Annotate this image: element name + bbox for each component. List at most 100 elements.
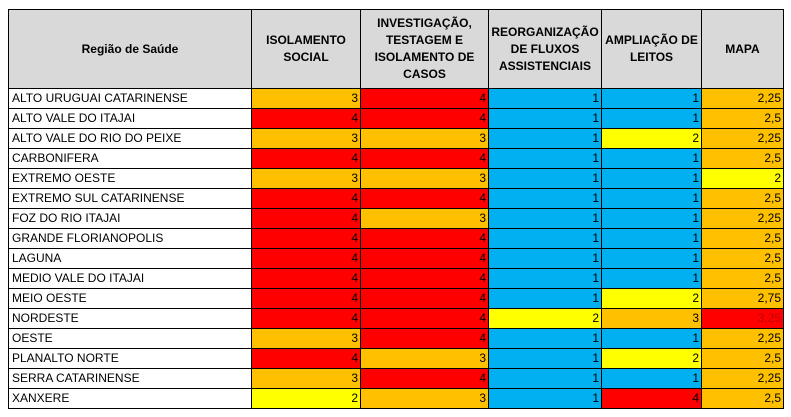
table-row: CARBONIFERA 4 4 1 1 2,5 (8, 148, 784, 169)
cell-investigacao: 4 (360, 328, 489, 349)
cell-reorganizacao: 1 (488, 388, 602, 409)
cell-investigacao: 3 (360, 168, 489, 189)
cell-reorganizacao: 1 (488, 368, 602, 389)
cell-region: EXTREMO OESTE (8, 168, 252, 189)
table-row: PLANALTO NORTE 4 3 1 2 2,5 (8, 348, 784, 369)
table-row: FOZ DO RIO ITAJAI 4 3 1 1 2,25 (8, 208, 784, 229)
cell-investigacao: 3 (360, 388, 489, 409)
cell-mapa: 2,5 (701, 188, 784, 209)
cell-ampliacao: 3 (601, 308, 702, 329)
table-row: ALTO URUGUAI CATARINENSE 3 4 1 1 2,25 (8, 88, 784, 109)
table-header-row: Região de Saúde ISOLAMENTO SOCIAL INVEST… (8, 9, 784, 89)
cell-region: OESTE (8, 328, 252, 349)
cell-ampliacao: 2 (601, 348, 702, 369)
cell-region: SERRA CATARINENSE (8, 368, 252, 389)
cell-reorganizacao: 1 (488, 148, 602, 169)
cell-mapa: 2,5 (701, 248, 784, 269)
cell-region: MEIO OESTE (8, 288, 252, 309)
cell-ampliacao: 2 (601, 288, 702, 309)
table-row: LAGUNA 4 4 1 1 2,5 (8, 248, 784, 269)
cell-mapa: 2,25 (701, 368, 784, 389)
cell-mapa: 3,25 (701, 308, 784, 329)
cell-reorganizacao: 1 (488, 248, 602, 269)
cell-ampliacao: 1 (601, 268, 702, 289)
cell-investigacao: 4 (360, 248, 489, 269)
cell-mapa: 2,5 (701, 348, 784, 369)
cell-reorganizacao: 1 (488, 168, 602, 189)
cell-mapa: 2,5 (701, 388, 784, 409)
cell-investigacao: 4 (360, 308, 489, 329)
cell-reorganizacao: 1 (488, 268, 602, 289)
cell-mapa: 2,5 (701, 228, 784, 249)
cell-reorganizacao: 1 (488, 88, 602, 109)
cell-investigacao: 4 (360, 288, 489, 309)
cell-reorganizacao: 1 (488, 188, 602, 209)
cell-mapa: 2,75 (701, 288, 784, 309)
cell-reorganizacao: 1 (488, 108, 602, 129)
table-row: MEIO OESTE 4 4 1 2 2,75 (8, 288, 784, 309)
table-row: OESTE 3 4 1 1 2,25 (8, 328, 784, 349)
cell-region: LAGUNA (8, 248, 252, 269)
cell-ampliacao: 1 (601, 228, 702, 249)
cell-ampliacao: 1 (601, 328, 702, 349)
cell-ampliacao: 1 (601, 188, 702, 209)
cell-isolamento: 3 (251, 88, 361, 109)
cell-mapa: 2,5 (701, 108, 784, 129)
cell-isolamento: 3 (251, 368, 361, 389)
header-regiao: Região de Saúde (8, 9, 252, 89)
table-row: GRANDE FLORIANOPOLIS 4 4 1 1 2,5 (8, 228, 784, 249)
cell-region: XANXERE (8, 388, 252, 409)
cell-ampliacao: 1 (601, 88, 702, 109)
cell-region: NORDESTE (8, 308, 252, 329)
cell-ampliacao: 1 (601, 248, 702, 269)
cell-region: ALTO VALE DO ITAJAI (8, 108, 252, 129)
cell-isolamento: 4 (251, 288, 361, 309)
cell-region: PLANALTO NORTE (8, 348, 252, 369)
cell-isolamento: 4 (251, 268, 361, 289)
cell-ampliacao: 2 (601, 128, 702, 149)
header-mapa: MAPA (701, 9, 784, 89)
cell-ampliacao: 1 (601, 108, 702, 129)
cell-investigacao: 3 (360, 348, 489, 369)
cell-ampliacao: 1 (601, 168, 702, 189)
cell-reorganizacao: 2 (488, 308, 602, 329)
cell-mapa: 2,25 (701, 328, 784, 349)
cell-investigacao: 4 (360, 188, 489, 209)
cell-isolamento: 4 (251, 148, 361, 169)
table-row: XANXERE 2 3 1 4 2,5 (8, 388, 784, 409)
cell-investigacao: 4 (360, 88, 489, 109)
cell-isolamento: 4 (251, 108, 361, 129)
cell-mapa: 2,5 (701, 148, 784, 169)
table-body: ALTO URUGUAI CATARINENSE 3 4 1 1 2,25 ALTO VAL… (8, 88, 784, 409)
header-isolamento: ISOLAMENTO SOCIAL (251, 9, 361, 89)
table-row: ALTO VALE DO ITAJAI 4 4 1 1 2,5 (8, 108, 784, 129)
cell-isolamento: 4 (251, 348, 361, 369)
cell-reorganizacao: 1 (488, 208, 602, 229)
cell-reorganizacao: 1 (488, 328, 602, 349)
risk-table: Região de Saúde ISOLAMENTO SOCIAL INVEST… (8, 9, 784, 409)
cell-investigacao: 3 (360, 208, 489, 229)
cell-reorganizacao: 1 (488, 128, 602, 149)
cell-region: EXTREMO SUL CATARINENSE (8, 188, 252, 209)
cell-mapa: 2,5 (701, 268, 784, 289)
cell-isolamento: 4 (251, 308, 361, 329)
cell-isolamento: 2 (251, 388, 361, 409)
cell-investigacao: 3 (360, 128, 489, 149)
cell-investigacao: 4 (360, 148, 489, 169)
table-row: NORDESTE 4 4 2 3 3,25 (8, 308, 784, 329)
cell-isolamento: 3 (251, 128, 361, 149)
cell-region: CARBONIFERA (8, 148, 252, 169)
cell-ampliacao: 1 (601, 368, 702, 389)
cell-investigacao: 4 (360, 268, 489, 289)
cell-region: MEDIO VALE DO ITAJAI (8, 268, 252, 289)
cell-isolamento: 4 (251, 248, 361, 269)
cell-region: FOZ DO RIO ITAJAI (8, 208, 252, 229)
cell-investigacao: 4 (360, 368, 489, 389)
table-row: MEDIO VALE DO ITAJAI 4 4 1 1 2,5 (8, 268, 784, 289)
table-row: EXTREMO SUL CATARINENSE 4 4 1 1 2,5 (8, 188, 784, 209)
cell-ampliacao: 4 (601, 388, 702, 409)
cell-mapa: 2,25 (701, 128, 784, 149)
table-row: SERRA CATARINENSE 3 4 1 1 2,25 (8, 368, 784, 389)
header-ampliacao: AMPLIAÇÃO DE LEITOS (601, 9, 702, 89)
header-investigacao: INVESTIGAÇÃO, TESTAGEM E ISOLAMENTO DE C… (360, 9, 489, 89)
